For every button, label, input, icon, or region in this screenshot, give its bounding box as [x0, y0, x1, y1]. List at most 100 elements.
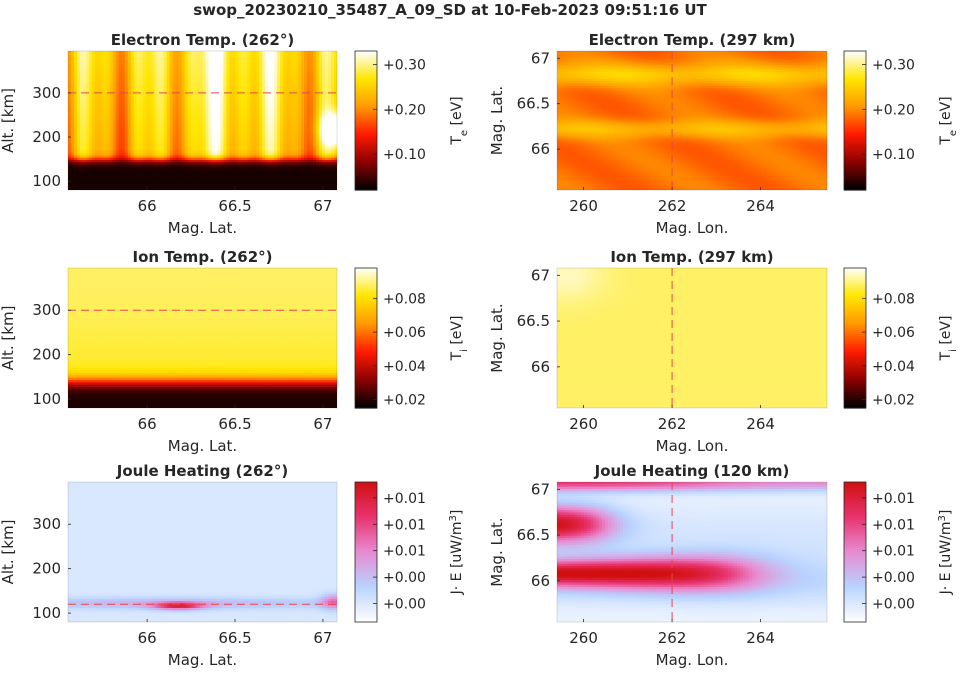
heatmap-cell	[94, 134, 99, 138]
heatmap-cell	[292, 159, 296, 163]
heatmap-cell	[241, 152, 245, 156]
heatmap-cell	[139, 76, 144, 80]
heatmap-cell	[127, 132, 132, 135]
heatmap-cell	[106, 113, 111, 117]
heatmap-cell	[109, 162, 114, 166]
heatmap-cell	[187, 85, 192, 89]
heatmap-cell	[136, 127, 141, 131]
heatmap-cell	[68, 150, 72, 154]
heatmap-cell	[277, 51, 281, 54]
heatmap-cell	[193, 125, 198, 129]
heatmap-cell	[229, 157, 233, 161]
heatmap-cell	[124, 134, 129, 138]
heatmap-cell	[94, 176, 99, 180]
heatmap-cell	[151, 115, 156, 119]
heatmap-cell	[112, 62, 117, 66]
heatmap-cell	[190, 57, 195, 61]
heatmap-cell	[307, 148, 311, 152]
heatmap-cell	[166, 125, 171, 129]
heatmap-cell	[253, 81, 257, 85]
heatmap-cell	[229, 106, 233, 110]
heatmap-cell	[68, 92, 72, 96]
heatmap-cell	[73, 187, 78, 190]
heatmap-cell	[220, 187, 225, 190]
heatmap-cell	[298, 132, 302, 135]
heatmap-cell	[199, 83, 204, 87]
heatmap-cell	[298, 150, 302, 154]
heatmap-cell	[151, 113, 156, 117]
heatmap-cell	[100, 166, 105, 170]
heatmap-cell	[301, 83, 305, 87]
heatmap-cell	[91, 71, 96, 75]
heatmap-cell	[148, 69, 153, 73]
heatmap-cell	[241, 125, 245, 129]
heatmap-cell	[247, 173, 251, 177]
heatmap-cell	[262, 92, 266, 96]
heatmap-cell	[280, 85, 284, 89]
heatmap-cell	[196, 55, 201, 59]
heatmap-cell	[145, 104, 150, 108]
heatmap-cell	[178, 178, 183, 182]
heatmap-cell	[136, 187, 141, 190]
heatmap-cell	[127, 69, 132, 73]
heatmap-cell	[190, 115, 195, 119]
heatmap-cell	[217, 159, 222, 163]
heatmap-cell	[121, 139, 126, 142]
heatmap-cell	[217, 169, 222, 173]
heatmap-cell	[187, 120, 192, 124]
heatmap-cell	[127, 76, 132, 80]
heatmap-cell	[241, 53, 245, 57]
heatmap-cell	[97, 136, 102, 140]
heatmap-cell	[250, 108, 254, 112]
heatmap-cell	[187, 67, 192, 71]
heatmap-cell	[112, 97, 117, 101]
heatmap-cell	[259, 62, 263, 66]
heatmap-cell	[187, 64, 192, 68]
heatmap-cell	[133, 176, 138, 180]
heatmap-cell	[181, 78, 186, 82]
heatmap-cell	[136, 145, 141, 149]
heatmap-cell	[298, 125, 302, 129]
heatmap-cell	[79, 180, 84, 184]
heatmap-cell	[79, 150, 84, 154]
heatmap-cell	[70, 69, 75, 73]
heatmap-cell	[172, 125, 177, 129]
heatmap-cell	[241, 62, 245, 66]
heatmap-cell	[172, 71, 177, 75]
heatmap-cell	[277, 141, 281, 145]
heatmap-cell	[229, 92, 233, 96]
heatmap-cell	[91, 53, 96, 57]
heatmap-cell	[127, 60, 132, 64]
heatmap-cell	[73, 53, 78, 57]
heatmap-cell	[103, 51, 108, 54]
heatmap-cell	[280, 125, 284, 129]
heatmap-cell	[73, 115, 78, 119]
heatmap-cell	[229, 74, 233, 78]
heatmap-cell	[112, 143, 117, 147]
heatmap-cell	[223, 69, 228, 73]
heatmap-cell	[115, 164, 120, 168]
heatmap-cell	[145, 155, 150, 159]
heatmap-cell	[97, 157, 102, 161]
heatmap-cell	[217, 134, 222, 138]
heatmap-cell	[238, 95, 242, 98]
heatmap-cell	[190, 141, 195, 145]
heatmap-cell	[130, 88, 135, 91]
heatmap-cell	[238, 101, 242, 105]
heatmap-cell	[235, 187, 239, 190]
heatmap-cell	[238, 157, 242, 161]
heatmap-cell	[247, 104, 251, 108]
heatmap-cell	[139, 83, 144, 87]
heatmap-cell	[68, 74, 72, 78]
heatmap-cell	[301, 155, 305, 159]
heatmap-cell	[256, 92, 260, 96]
heatmap-cell	[247, 113, 251, 117]
heatmap-cell	[301, 74, 305, 78]
heatmap-cell	[199, 101, 204, 105]
heatmap-cell	[115, 159, 120, 163]
heatmap-cell	[136, 62, 141, 66]
heatmap-cell	[235, 152, 239, 156]
heatmap-cell	[280, 122, 284, 126]
heatmap-cell	[265, 88, 269, 91]
heatmap-cell	[253, 176, 257, 180]
